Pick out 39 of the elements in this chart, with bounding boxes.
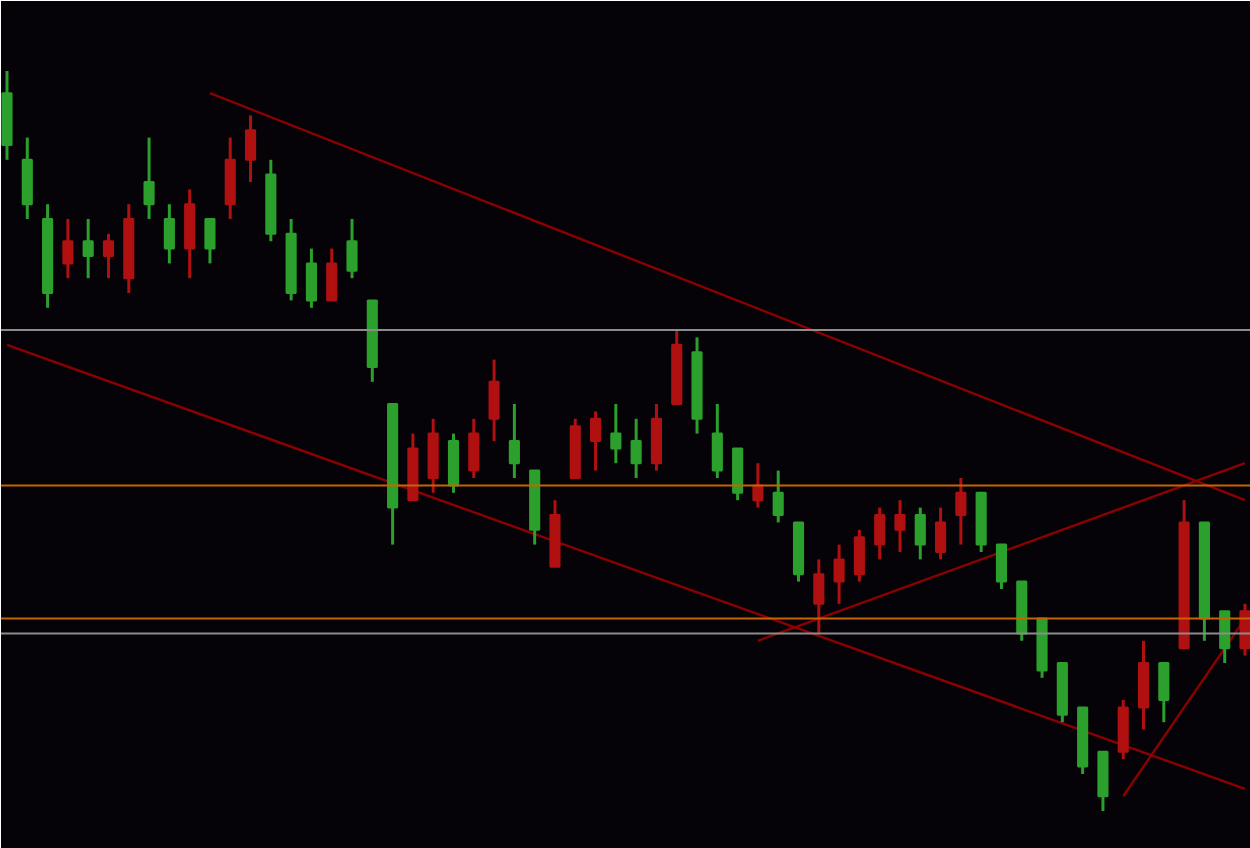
candlestick xyxy=(184,187,196,280)
candlestick xyxy=(935,506,947,561)
candlestick xyxy=(204,217,216,265)
candlestick xyxy=(244,113,257,184)
candlestick xyxy=(62,217,74,280)
candlestick xyxy=(326,247,338,302)
candlestick xyxy=(894,498,906,554)
candlestick xyxy=(468,417,480,480)
candlestick xyxy=(1137,639,1150,732)
candlestick xyxy=(488,358,500,443)
candlestick xyxy=(346,217,358,280)
candlestick xyxy=(163,202,175,265)
candlestick xyxy=(610,402,622,465)
candlestick xyxy=(813,557,825,635)
candlestick xyxy=(143,136,155,221)
candlestick xyxy=(1158,661,1170,724)
candlestick xyxy=(589,409,602,473)
candlestick xyxy=(955,476,967,547)
candlestick xyxy=(427,417,439,495)
candlestick xyxy=(914,506,926,561)
candlestick xyxy=(305,247,317,310)
candlestick xyxy=(853,528,865,584)
candlestick xyxy=(224,136,236,221)
candlestick xyxy=(1097,750,1109,813)
candlestick xyxy=(874,506,886,561)
candlestick xyxy=(650,402,663,473)
candlestick xyxy=(772,469,784,524)
candlestick xyxy=(630,417,642,480)
candlestick xyxy=(1117,698,1129,761)
candlestick xyxy=(752,461,764,510)
candlestick xyxy=(732,446,744,502)
candlestick xyxy=(102,232,115,280)
candlestick xyxy=(833,543,845,606)
candlestick xyxy=(995,543,1008,591)
candlestick xyxy=(508,402,520,480)
candlestick xyxy=(21,136,33,221)
candlestick xyxy=(711,402,723,480)
candlestick xyxy=(82,217,94,280)
candlestick xyxy=(447,432,460,495)
